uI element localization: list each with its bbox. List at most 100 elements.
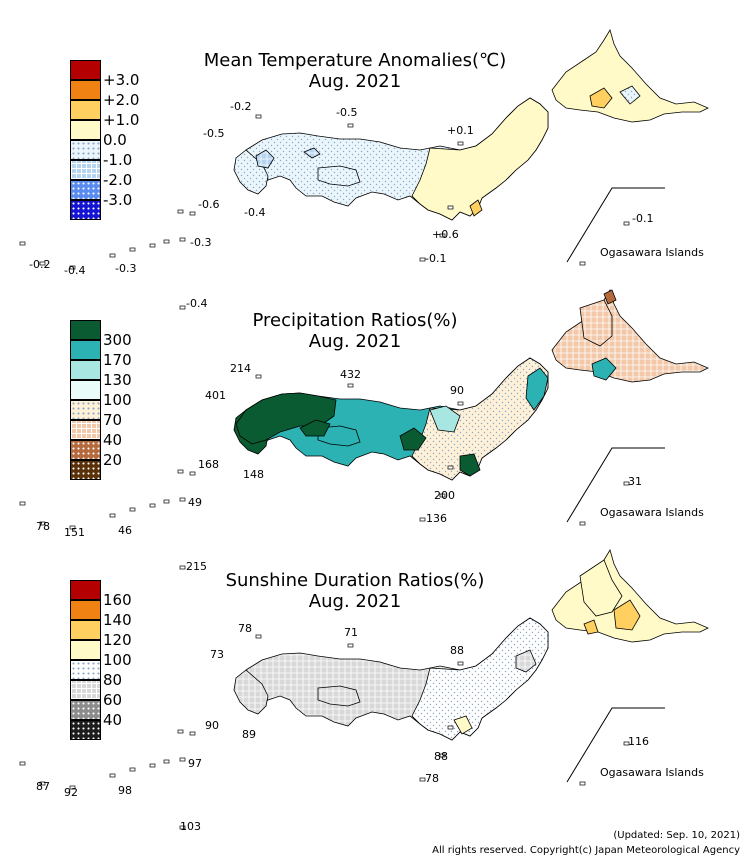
island: [179, 305, 186, 310]
station-value: -0.2: [29, 258, 50, 271]
legend-label: 80: [103, 671, 123, 689]
island: [189, 731, 196, 736]
island: [347, 383, 354, 388]
anomaly-zone: [303, 147, 321, 159]
island: [19, 241, 26, 246]
island: [149, 763, 156, 768]
region-east-japan: [411, 357, 549, 481]
region-shikoku: [317, 425, 361, 447]
station-value: 97: [188, 757, 202, 770]
anomaly-zone: [579, 299, 613, 347]
station-value: -0.1: [632, 212, 653, 225]
station-value: -0.6: [198, 198, 219, 211]
station-value: 214: [230, 362, 251, 375]
island: [39, 521, 46, 526]
island: [129, 767, 136, 772]
legend-label: 170: [103, 351, 132, 369]
ogasawara-inset-frame: [566, 187, 665, 263]
ogasawara-inset-frame: [566, 447, 665, 523]
legend-swatch: [70, 180, 101, 200]
island: [447, 725, 454, 730]
island: [179, 757, 186, 762]
anomaly-zone: [619, 85, 641, 105]
station-value: -0.5: [336, 106, 357, 119]
legend-swatch: [70, 720, 101, 740]
legend-label: 300: [103, 331, 132, 349]
station-value: -0.3: [115, 262, 136, 275]
legend-swatch: [70, 580, 101, 600]
island: [419, 517, 426, 522]
station-value: 90: [450, 384, 464, 397]
island: [69, 785, 76, 790]
legend-label: -1.0: [103, 151, 133, 169]
anomaly-zone: [589, 87, 613, 109]
island: [579, 261, 586, 266]
ogasawara-label: Ogasawara Islands: [600, 506, 704, 519]
island: [457, 401, 464, 406]
island: [19, 501, 26, 506]
ogasawara-label: Ogasawara Islands: [600, 766, 704, 779]
island: [177, 209, 184, 214]
island: [439, 493, 446, 498]
legend-label: 40: [103, 711, 123, 729]
legend-swatch: [70, 660, 101, 680]
legend-swatch: [70, 640, 101, 660]
island: [179, 565, 186, 570]
island: [39, 261, 46, 266]
station-value: -0.4: [186, 297, 207, 310]
legend-label: -3.0: [103, 191, 133, 209]
station-value: -0.4: [64, 264, 85, 277]
island: [447, 465, 454, 470]
island: [255, 374, 262, 379]
island: [623, 221, 630, 226]
station-value: 73: [210, 648, 224, 661]
station-value: -0.2: [230, 100, 251, 113]
station-value: 87: [36, 780, 50, 793]
legend-swatch: [70, 620, 101, 640]
station-value: 103: [180, 820, 201, 833]
island: [457, 141, 464, 146]
island: [347, 643, 354, 648]
island: [149, 243, 156, 248]
island: [347, 123, 354, 128]
station-value: 136: [426, 512, 447, 525]
region-shikoku: [317, 685, 361, 707]
region-kyushu: [233, 149, 269, 195]
station-value: 148: [243, 468, 264, 481]
station-value: 90: [205, 719, 219, 732]
legend-swatch: [70, 100, 101, 120]
legend-label: -2.0: [103, 171, 133, 189]
island: [109, 253, 116, 258]
panel-title: Precipitation Ratios(%): [252, 310, 458, 331]
station-value: -0.4: [244, 206, 265, 219]
panel-subtitle: Aug. 2021: [308, 71, 402, 92]
island: [189, 211, 196, 216]
legend-label: 40: [103, 431, 123, 449]
island: [189, 471, 196, 476]
region-hokkaido: [551, 289, 709, 383]
legend-label: 20: [103, 451, 123, 469]
station-value: 88: [434, 750, 448, 763]
legend-swatch: [70, 160, 101, 180]
legend-swatch: [70, 400, 101, 420]
station-value: 215: [186, 560, 207, 573]
ogasawara-inset-frame: [566, 707, 665, 783]
station-value: 88: [450, 644, 464, 657]
island: [179, 825, 186, 830]
panel-subtitle: Aug. 2021: [308, 331, 402, 352]
island: [457, 661, 464, 666]
legend-label: 100: [103, 391, 132, 409]
japan-map: Ogasawara Islands: [19, 29, 709, 310]
region-east-japan: [411, 97, 549, 221]
station-value: 78: [425, 772, 439, 785]
island: [439, 233, 446, 238]
island: [447, 205, 454, 210]
legend-swatch: [70, 360, 101, 380]
legend-label: 130: [103, 371, 132, 389]
anomaly-zone: [453, 715, 473, 735]
station-value: 78: [238, 622, 252, 635]
island: [109, 773, 116, 778]
anomaly-zone: [399, 427, 427, 451]
region-hokkaido: [551, 29, 709, 123]
